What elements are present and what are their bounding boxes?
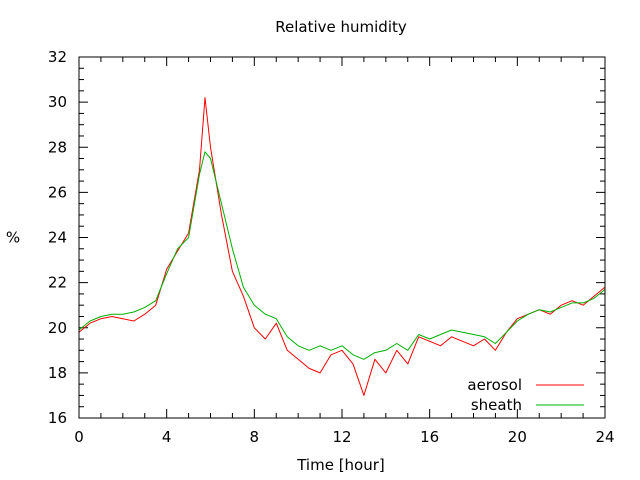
plot-frame (78, 56, 606, 419)
legend-label-sheath: sheath (471, 396, 522, 414)
x-tick-label: 4 (162, 428, 172, 446)
x-tick-label: 12 (332, 428, 351, 446)
series-layer (78, 97, 606, 396)
x-tick-label: 8 (250, 428, 260, 446)
x-tick-label: 20 (508, 428, 527, 446)
legend: aerosol sheath (467, 376, 584, 414)
series-line-sheath (78, 151, 606, 360)
chart-title: Relative humidity (275, 18, 407, 36)
y-axis-label: % (6, 229, 20, 247)
axis-ticks: 0 4 8 12 16 20 24 16 18 20 22 24 26 28 30 32 (48, 48, 615, 446)
x-axis-label: Time [hour] (296, 456, 385, 474)
x-tick-label: 24 (595, 428, 614, 446)
y-tick-label: 16 (48, 409, 67, 427)
y-tick-label: 20 (48, 319, 67, 337)
y-tick-label: 18 (48, 364, 67, 382)
y-tick-label: 30 (48, 93, 67, 111)
y-tick-label: 32 (48, 48, 67, 66)
legend-label-aerosol: aerosol (467, 376, 522, 394)
y-tick-label: 26 (48, 183, 67, 201)
y-tick-label: 22 (48, 274, 67, 292)
x-tick-label: 16 (420, 428, 439, 446)
series-line-aerosol (78, 97, 606, 396)
y-tick-label: 28 (48, 138, 67, 156)
x-tick-label: 0 (74, 428, 84, 446)
y-tick-label: 24 (48, 229, 67, 247)
